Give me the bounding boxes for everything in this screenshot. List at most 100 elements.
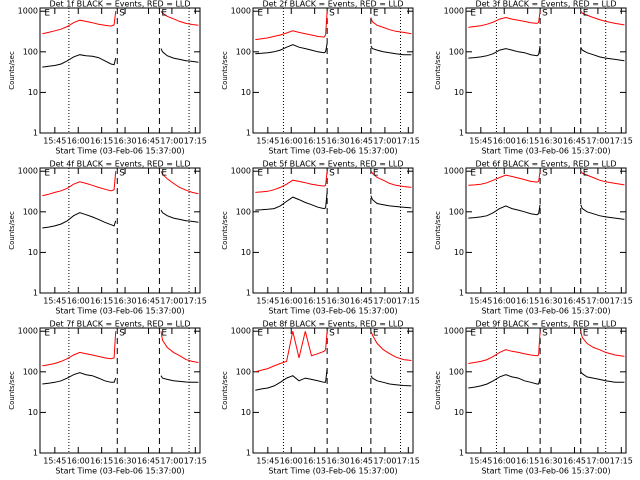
annotation: S (542, 329, 548, 339)
x-tick-label: 17:00 (586, 137, 609, 146)
x-tick-label: 16:00 (493, 457, 516, 466)
x-axis-label: Start Time (03-Feb-06 15:37:00) (268, 307, 397, 316)
chart-panel: Det 9f BLACK = Events, RED = LLD Counts/s… (434, 320, 633, 476)
y-tick-label: 100 (449, 207, 464, 216)
x-tick-label: 15:45 (469, 297, 492, 306)
x-axis-label: Start Time (03-Feb-06 15:37:00) (481, 467, 610, 476)
data-line (255, 331, 412, 373)
annotation: E (470, 9, 476, 19)
x-tick-label: 15:45 (43, 137, 66, 146)
plot-frame (252, 327, 414, 454)
data-line (42, 48, 199, 68)
x-axis-label: Start Time (03-Feb-06 15:37:00) (55, 307, 184, 316)
y-axis-label: Counts/sec (221, 371, 229, 410)
y-tick-label: 1000 (231, 327, 251, 336)
x-tick-label: 16:30 (114, 297, 137, 306)
y-tick-label: 1 (246, 449, 251, 458)
chart-panel: Det 7f BLACK = Events, RED = LLD Counts/s… (8, 320, 207, 476)
plot-frame (252, 167, 414, 294)
annotation: E (583, 329, 589, 339)
x-tick-label: 16:15 (516, 297, 539, 306)
chart-title: Det 3f BLACK = Events, RED = LLD (475, 0, 616, 9)
x-tick-label: 16:30 (540, 137, 563, 146)
x-tick-label: 17:00 (160, 137, 183, 146)
plot-frame (465, 7, 627, 134)
data-line (255, 43, 412, 56)
x-tick-label: 16:45 (137, 297, 160, 306)
x-tick-label: 16:15 (90, 457, 113, 466)
y-axis-label: Counts/sec (434, 371, 442, 410)
x-tick-label: 15:45 (469, 457, 492, 466)
chart-title: Det 7f BLACK = Events, RED = LLD (49, 320, 190, 329)
x-axis-label: Start Time (03-Feb-06 15:37:00) (268, 467, 397, 476)
x-tick-label: 17:00 (586, 457, 609, 466)
plot-lines (468, 170, 625, 220)
x-tick-label: 16:00 (67, 297, 90, 306)
annotation: E (373, 9, 379, 19)
data-line (255, 368, 412, 391)
x-tick-label: 16:00 (280, 137, 303, 146)
y-tick-label: 1000 (444, 327, 464, 336)
plot-lines (42, 331, 199, 385)
x-tick-label: 16:00 (280, 457, 303, 466)
y-tick-label: 1 (246, 129, 251, 138)
annotation: S (329, 169, 335, 179)
y-tick-label: 1 (33, 289, 38, 298)
plot-lines (468, 10, 625, 62)
chart-title: Det 6f BLACK = Events, RED = LLD (475, 160, 616, 169)
x-tick-label: 17:15 (184, 137, 207, 146)
data-line (468, 371, 625, 389)
chart-title: Det 8f BLACK = Events, RED = LLD (262, 320, 403, 329)
y-tick-label: 10 (28, 88, 38, 97)
annotation: S (329, 9, 335, 19)
y-tick-label: 100 (236, 207, 251, 216)
y-tick-label: 1 (33, 129, 38, 138)
y-tick-label: 1 (459, 449, 464, 458)
data-line (42, 331, 199, 367)
x-tick-label: 16:15 (303, 297, 326, 306)
chart-title: Det 5f BLACK = Events, RED = LLD (262, 160, 403, 169)
x-tick-label: 15:45 (256, 457, 279, 466)
chart-panel: Det 8f BLACK = Events, RED = LLD Counts/s… (221, 320, 420, 476)
chart-panel: Det 1f BLACK = Events, RED = LLD Counts/s… (8, 0, 207, 156)
data-line (255, 11, 412, 41)
y-tick-label: 1000 (444, 7, 464, 16)
x-tick-label: 16:15 (516, 137, 539, 146)
y-axis-label: Counts/sec (8, 211, 16, 250)
y-tick-label: 1000 (444, 167, 464, 176)
x-tick-label: 17:00 (373, 457, 396, 466)
y-tick-label: 10 (241, 408, 251, 417)
y-tick-label: 10 (454, 408, 464, 417)
annotation: E (257, 329, 263, 339)
data-line (468, 204, 625, 220)
x-axis-label: Start Time (03-Feb-06 15:37:00) (481, 147, 610, 156)
x-tick-label: 17:15 (184, 457, 207, 466)
y-tick-label: 1000 (18, 327, 38, 336)
x-axis-label: Start Time (03-Feb-06 15:37:00) (55, 147, 184, 156)
annotation: E (44, 169, 50, 179)
plot-lines (42, 10, 199, 68)
plot-frame (465, 167, 627, 294)
data-line (255, 192, 412, 211)
chart-title: Det 2f BLACK = Events, RED = LLD (262, 0, 403, 9)
x-tick-label: 17:00 (160, 457, 183, 466)
y-tick-label: 100 (449, 47, 464, 56)
y-tick-label: 100 (23, 47, 38, 56)
x-tick-label: 16:00 (493, 297, 516, 306)
x-tick-label: 15:45 (256, 297, 279, 306)
y-tick-label: 1 (246, 289, 251, 298)
x-tick-label: 16:00 (67, 457, 90, 466)
data-line (42, 10, 199, 35)
y-tick-label: 10 (28, 408, 38, 417)
annotation: E (583, 169, 589, 179)
y-tick-label: 100 (23, 367, 38, 376)
y-tick-label: 1 (459, 289, 464, 298)
x-tick-label: 16:30 (114, 137, 137, 146)
y-tick-label: 1 (33, 449, 38, 458)
y-tick-label: 1 (459, 129, 464, 138)
x-tick-label: 15:45 (469, 137, 492, 146)
data-line (42, 209, 199, 229)
x-tick-label: 16:30 (327, 137, 350, 146)
plot-frame (39, 167, 201, 294)
